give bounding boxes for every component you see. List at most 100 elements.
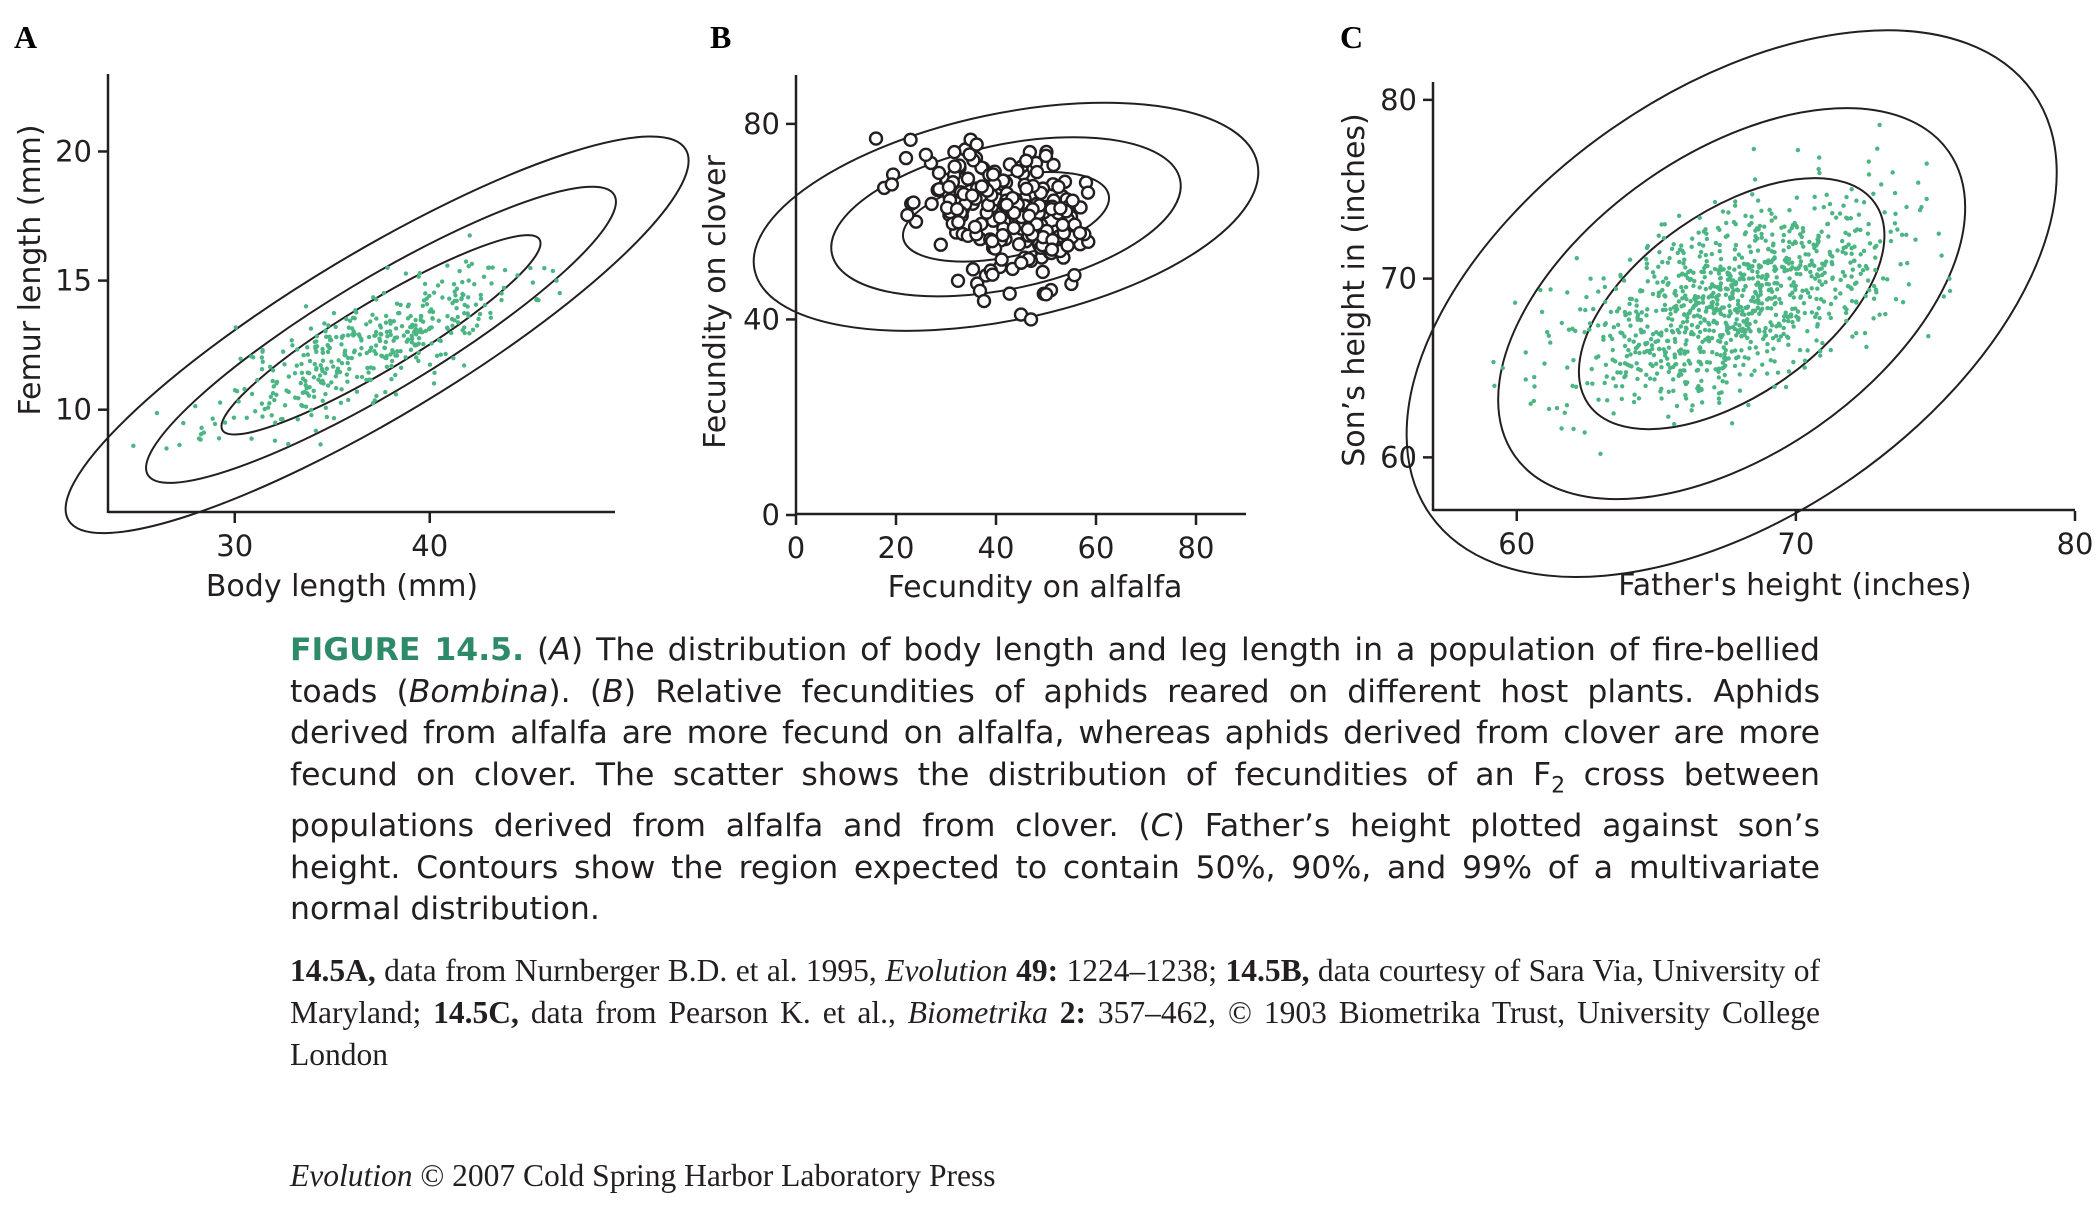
data-point — [1682, 351, 1687, 356]
data-point — [1842, 273, 1848, 278]
data-point — [301, 353, 306, 358]
data-point — [323, 328, 328, 333]
data-point — [1591, 306, 1596, 312]
data-point — [1639, 310, 1645, 315]
data-point — [1512, 300, 1518, 305]
data-point — [364, 322, 369, 327]
data-point — [164, 446, 169, 451]
data-point — [1763, 325, 1768, 331]
data-point — [1752, 308, 1758, 313]
data-point — [1010, 163, 1025, 179]
data-point — [1926, 333, 1931, 339]
data-point — [1753, 319, 1758, 324]
data-point — [530, 280, 536, 285]
data-point — [370, 400, 376, 406]
data-point — [432, 370, 437, 375]
data-point — [1913, 237, 1918, 242]
data-point — [314, 334, 320, 339]
data-point — [1729, 284, 1735, 290]
data-point — [465, 295, 471, 300]
data-point — [1679, 284, 1684, 290]
data-point — [1860, 267, 1866, 273]
data-point — [1772, 301, 1777, 307]
data-point — [1709, 293, 1714, 298]
data-point — [1634, 361, 1639, 366]
data-point — [1732, 247, 1738, 252]
data-point — [1710, 350, 1715, 355]
data-point — [286, 389, 291, 395]
data-point — [1659, 386, 1664, 391]
data-point — [1714, 302, 1720, 307]
data-point — [474, 323, 480, 328]
data-point — [1769, 323, 1775, 328]
data-point — [1854, 198, 1859, 203]
data-point — [305, 352, 311, 357]
data-point — [1885, 277, 1890, 282]
data-point — [1665, 362, 1671, 367]
data-point — [1634, 298, 1639, 303]
data-point — [300, 390, 305, 396]
data-point — [1713, 295, 1719, 300]
data-point — [1643, 256, 1649, 262]
data-point — [1893, 211, 1898, 217]
data-point — [1763, 238, 1768, 243]
data-point — [1666, 369, 1672, 375]
data-point — [1849, 187, 1854, 192]
data-point — [412, 342, 418, 347]
data-point — [383, 339, 389, 345]
data-point — [1701, 269, 1707, 275]
panel-a-x-title: Body length (mm) — [206, 569, 478, 604]
data-point — [1939, 253, 1944, 258]
data-point — [1807, 239, 1812, 245]
data-point — [1687, 361, 1693, 366]
data-point — [1669, 246, 1675, 252]
data-point — [314, 367, 319, 372]
data-point — [1659, 222, 1664, 227]
data-point — [231, 415, 237, 420]
data-point — [154, 410, 160, 416]
data-point — [1598, 451, 1603, 456]
data-point — [1632, 392, 1637, 397]
data-point — [1873, 255, 1878, 260]
data-point — [1809, 274, 1814, 279]
data-point — [1737, 372, 1742, 377]
data-point — [1855, 227, 1860, 232]
data-point — [1491, 359, 1496, 365]
data-point — [1737, 304, 1743, 310]
data-point — [1714, 351, 1720, 357]
data-point — [1822, 263, 1827, 268]
data-point — [1741, 277, 1746, 282]
data-point — [272, 438, 278, 443]
data-point — [260, 359, 265, 364]
data-point — [398, 365, 404, 371]
data-point — [413, 355, 419, 360]
data-point — [1691, 314, 1697, 319]
data-point — [473, 302, 479, 307]
data-point — [1791, 324, 1796, 329]
data-point — [1877, 239, 1883, 244]
data-point — [1674, 403, 1680, 409]
data-point — [345, 333, 351, 338]
data-point — [1696, 307, 1702, 313]
data-point — [270, 378, 275, 384]
data-point — [1904, 204, 1909, 210]
data-point — [1707, 328, 1712, 333]
data-point — [1794, 195, 1800, 200]
data-point — [1904, 232, 1909, 238]
data-point — [1843, 230, 1848, 235]
data-point — [1798, 259, 1804, 264]
data-point — [274, 379, 280, 385]
data-point — [1717, 242, 1722, 248]
data-point — [1546, 333, 1552, 338]
data-point — [333, 385, 339, 391]
data-point — [1798, 262, 1803, 268]
data-point — [1766, 287, 1772, 293]
data-point — [1849, 298, 1855, 304]
data-point — [1716, 271, 1722, 276]
data-point — [289, 338, 294, 343]
data-point — [1784, 259, 1789, 265]
data-point — [327, 345, 333, 351]
caption-segment: ) Relative fecundities of aphids reared … — [290, 673, 1820, 793]
data-point — [413, 317, 418, 323]
data-point — [1627, 311, 1632, 316]
